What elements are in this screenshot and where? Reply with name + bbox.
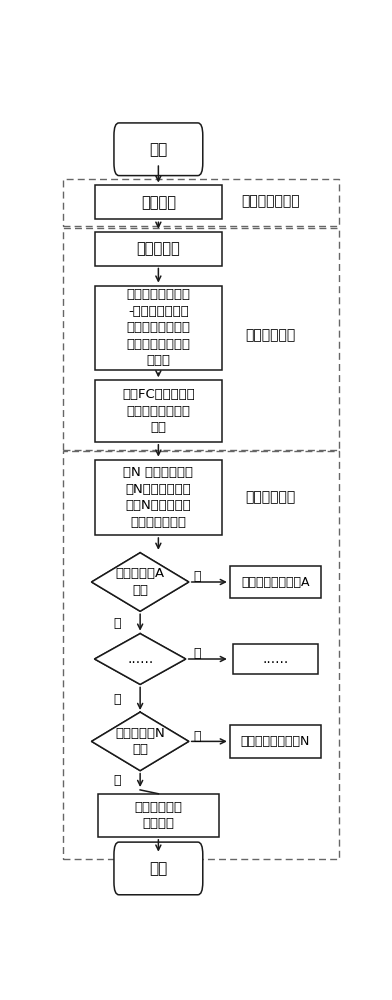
Text: 对N 个已知模式采
用N个通道独立训
练出N个已知模式
二分类任务分支: 对N 个已知模式采 用N个通道独立训 练出N个已知模式 二分类任务分支 xyxy=(123,466,193,529)
Text: 开始: 开始 xyxy=(149,142,167,157)
Text: 数据预处理模块: 数据预处理模块 xyxy=(241,194,300,208)
Text: 是: 是 xyxy=(194,647,201,660)
Bar xyxy=(233,644,318,674)
Bar xyxy=(94,286,222,370)
Polygon shape xyxy=(91,553,189,611)
Text: 输入数据属于模式N: 输入数据属于模式N xyxy=(241,735,310,748)
Bar xyxy=(63,179,339,226)
Text: 结束: 结束 xyxy=(149,861,167,876)
FancyBboxPatch shape xyxy=(114,842,203,895)
FancyBboxPatch shape xyxy=(114,123,203,176)
Text: 获得每个通道卷积
-池化窗口结果，
合并各通道输出结
果送入下一特征提
取模块: 获得每个通道卷积 -池化窗口结果， 合并各通道输出结 果送入下一特征提 取模块 xyxy=(126,288,191,367)
Bar xyxy=(94,460,222,535)
Text: 送入FC层完成一个
已知模式的二分类
训练: 送入FC层完成一个 已知模式的二分类 训练 xyxy=(122,388,195,434)
Text: 判定识别模块: 判定识别模块 xyxy=(246,490,296,504)
Text: 否: 否 xyxy=(114,617,121,630)
Text: 输入数据属于
未知模式: 输入数据属于 未知模式 xyxy=(134,801,182,830)
Bar xyxy=(63,451,339,859)
Text: 否: 否 xyxy=(114,774,121,787)
Text: 是否被模式N
接纳: 是否被模式N 接纳 xyxy=(115,727,165,756)
Bar xyxy=(63,228,339,450)
Bar xyxy=(230,566,321,598)
Text: 输入数据属于模式A: 输入数据属于模式A xyxy=(241,576,310,588)
Text: ......: ...... xyxy=(262,652,289,666)
Bar xyxy=(94,232,222,266)
Text: 是: 是 xyxy=(194,570,201,583)
Bar xyxy=(98,794,219,837)
Text: 是: 是 xyxy=(194,730,201,742)
Polygon shape xyxy=(91,712,189,771)
Text: 数据预处理: 数据预处理 xyxy=(136,241,180,256)
Bar xyxy=(94,380,222,442)
Text: 特征提取模块: 特征提取模块 xyxy=(246,329,296,343)
Bar xyxy=(94,185,222,219)
Polygon shape xyxy=(94,634,186,684)
Text: 是否被模式A
接纳: 是否被模式A 接纳 xyxy=(116,567,165,597)
Text: 输入数据: 输入数据 xyxy=(141,195,176,210)
Bar xyxy=(230,725,321,758)
Text: ......: ...... xyxy=(127,652,153,666)
Text: 否: 否 xyxy=(114,693,121,706)
